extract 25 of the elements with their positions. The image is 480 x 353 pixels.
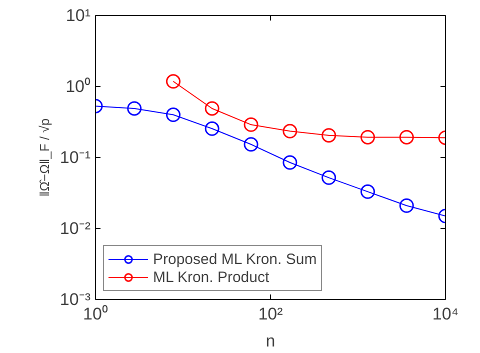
- point: [399, 130, 414, 144]
- legend-label: ML Kron. Product: [153, 268, 270, 286]
- point: [204, 101, 220, 116]
- point: [244, 137, 258, 152]
- point: [322, 128, 336, 143]
- point: [127, 101, 142, 116]
- y-tick-label: 10⁻¹: [60, 148, 91, 167]
- point: [244, 117, 258, 132]
- x-tick-label: 10²: [258, 304, 284, 324]
- point: [282, 124, 298, 138]
- point: [282, 155, 298, 170]
- y-axis-title: ‖Ω̂−Ω‖_F / √p: [36, 118, 52, 197]
- point: [360, 130, 375, 144]
- point: [322, 170, 336, 185]
- point: [399, 198, 414, 213]
- point: [204, 121, 220, 136]
- y-tick-label: 10¹: [66, 6, 91, 25]
- x-axis-title: n: [266, 332, 276, 350]
- x-tick-label: 10⁴: [432, 304, 459, 324]
- y-tick-label: 10⁰: [66, 77, 91, 96]
- point: [360, 184, 375, 199]
- y-tick-label: 10⁻²: [60, 219, 91, 238]
- point: [166, 108, 181, 122]
- legend-label: Proposed ML Kron. Sum: [153, 250, 317, 268]
- point: [166, 74, 181, 89]
